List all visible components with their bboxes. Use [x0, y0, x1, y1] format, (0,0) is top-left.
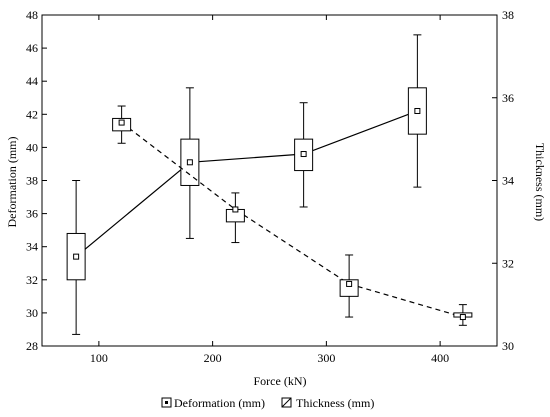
- thickness-line: [121, 122, 464, 318]
- legend-label-deformation: Deformation (mm): [174, 396, 265, 410]
- y-left-tick-label: 48: [26, 8, 38, 22]
- y-left-tick-label: 46: [26, 41, 38, 55]
- y-left-tick-label: 30: [26, 306, 38, 320]
- y-left-tick-label: 40: [26, 140, 38, 154]
- y-left-tick-label: 36: [26, 207, 38, 221]
- y-left-tick-label: 34: [26, 240, 38, 254]
- y-axis-left-title: Deformation (mm): [5, 137, 19, 228]
- thickness-mean-marker: [346, 280, 353, 287]
- y-right-tick-label: 38: [502, 8, 514, 22]
- y-left-tick-label: 38: [26, 174, 38, 188]
- thickness-mean-marker: [459, 314, 466, 321]
- y-right-tick-label: 34: [502, 174, 514, 188]
- legend: Deformation (mm) Thickness (mm): [161, 396, 374, 410]
- y-left-tick-label: 28: [26, 339, 38, 353]
- x-axis-title: Force (kN): [254, 374, 307, 388]
- legend-label-thickness: Thickness (mm): [296, 396, 374, 410]
- data-marks: [66, 34, 473, 335]
- y-right-tick-label: 36: [502, 91, 514, 105]
- thickness-box: [339, 279, 359, 297]
- x-tick-label: 400: [431, 351, 449, 365]
- plot-frame: [41, 14, 498, 347]
- deformation-mean-marker: [300, 151, 307, 158]
- deformation-mean-marker: [414, 107, 421, 114]
- ticks: [42, 14, 497, 347]
- deformation-mean-marker: [186, 159, 193, 166]
- y-left-tick-label: 32: [26, 273, 38, 287]
- y-right-tick-label: 32: [502, 256, 514, 270]
- deformation-line: [75, 110, 418, 258]
- x-tick-label: 300: [317, 351, 335, 365]
- thickness-mean-marker: [118, 119, 125, 126]
- plot-frame-group: [41, 14, 498, 347]
- x-tick-label: 100: [90, 351, 108, 365]
- thickness-mean-marker: [232, 206, 239, 213]
- tick-labels: 100 200 300 400 28 30 32 34 36 38 40 42 44 46 48 30 32 34…: [26, 8, 514, 365]
- y-axis-right-title: Thickness (mm): [533, 143, 547, 221]
- y-left-tick-label: 44: [26, 74, 38, 88]
- x-tick-label: 200: [204, 351, 222, 365]
- legend-marker-thickness-line: [281, 397, 292, 408]
- deformation-mean-marker: [73, 253, 80, 260]
- y-right-tick-label: 30: [502, 339, 514, 353]
- y-left-tick-label: 42: [26, 107, 38, 121]
- legend-marker-deformation-dot: [165, 401, 168, 404]
